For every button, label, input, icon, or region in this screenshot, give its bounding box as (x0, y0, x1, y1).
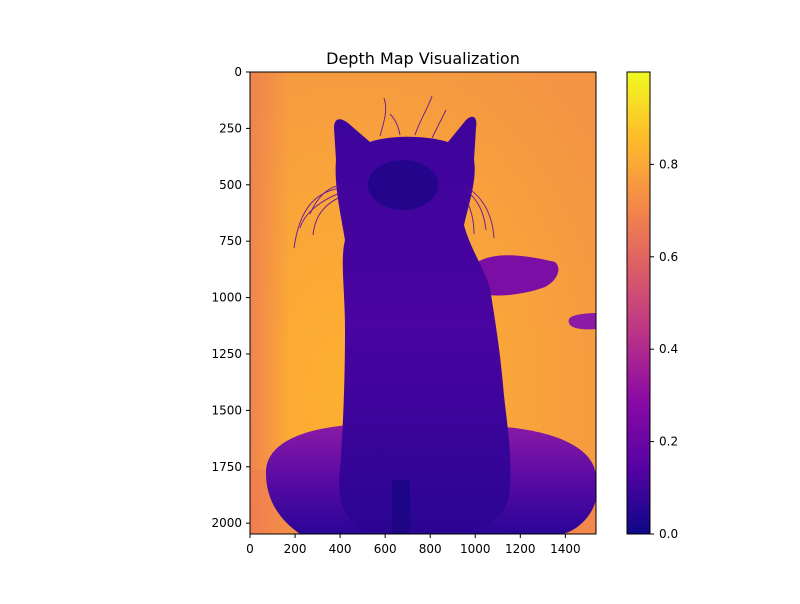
colorbar (626, 71, 651, 535)
toy-edge-shape (568, 313, 596, 330)
whisker-left-2 (299, 192, 341, 229)
colorbar-tick-label: 0.4 (659, 342, 678, 356)
x-axis-ticks: 0 200 400 600 800 1000 1200 1400 (246, 534, 581, 556)
colorbar-tick-label: 0.2 (659, 435, 678, 449)
y-tick-label: 750 (219, 234, 242, 248)
y-tick-label: 1000 (211, 291, 242, 305)
whisker-top-3 (389, 113, 401, 136)
whisker-top-2 (414, 95, 433, 136)
y-axis-ticks: 0 250 500 750 1000 1250 1500 1750 2000 (211, 65, 250, 530)
whisker-right-2 (465, 189, 487, 231)
chart-title: Depth Map Visualization (326, 49, 520, 68)
x-tick-label: 1200 (505, 542, 536, 556)
colorbar-tick-label: 0.0 (659, 527, 678, 541)
y-tick-label: 500 (219, 178, 242, 192)
x-tick-label: 1000 (460, 542, 491, 556)
y-tick-label: 1250 (211, 347, 242, 361)
y-tick-label: 250 (219, 121, 242, 135)
whisker-right-1 (463, 184, 495, 239)
x-tick-label: 0 (246, 542, 254, 556)
kitten-silhouette (334, 116, 511, 534)
x-tick-label: 800 (419, 542, 442, 556)
whisker-right-3 (462, 194, 475, 235)
plot-frame (249, 71, 597, 535)
kitten-head-shadow (368, 160, 438, 210)
x-tick-label: 1400 (550, 542, 581, 556)
x-tick-label: 400 (329, 542, 352, 556)
x-tick-label: 600 (374, 542, 397, 556)
colorbar-ticks: 0.0 0.2 0.4 0.6 0.8 (650, 157, 678, 541)
y-tick-label: 0 (234, 65, 242, 79)
whisker-left-4 (309, 184, 343, 215)
whisker-top-4 (431, 109, 447, 139)
y-tick-label: 1500 (211, 403, 242, 417)
kitten-tail (392, 480, 410, 534)
y-tick-label: 2000 (211, 516, 242, 530)
whiskers (293, 95, 495, 249)
depth-map-image (250, 72, 596, 534)
y-tick-label: 1750 (211, 460, 242, 474)
colorbar-tick-label: 0.8 (659, 157, 678, 171)
whisker-left-1 (293, 187, 341, 249)
colorbar-tick-label: 0.6 (659, 250, 678, 264)
toy-right-shape (471, 255, 559, 296)
whisker-left-3 (312, 197, 339, 236)
x-tick-label: 200 (284, 542, 307, 556)
whisker-top-1 (379, 97, 387, 137)
